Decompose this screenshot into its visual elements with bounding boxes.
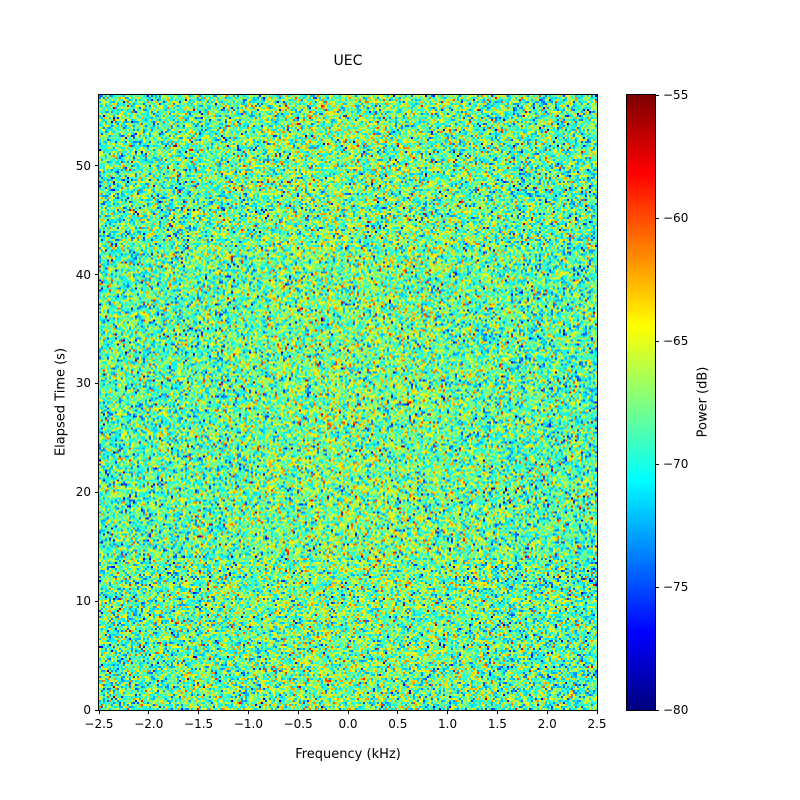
colorbar-tick-mark: [655, 340, 659, 342]
y-tick-label: 40: [75, 267, 91, 282]
spectrogram-heatmap: [99, 95, 597, 710]
y-tick-mark: [95, 491, 99, 493]
colorbar-tick-label: −65: [663, 334, 689, 348]
x-tick-label: −1.5: [184, 717, 214, 731]
colorbar-tick-mark: [655, 586, 659, 588]
x-tick-label: −0.5: [283, 717, 313, 731]
y-axis-label: Elapsed Time (s): [53, 347, 69, 457]
colorbar-tick-label: −80: [663, 703, 689, 717]
x-tick-mark: [496, 710, 498, 714]
colorbar-gradient: [627, 95, 655, 710]
x-tick-mark: [546, 710, 548, 714]
y-tick-mark: [95, 165, 99, 167]
y-tick-label: 50: [75, 158, 91, 173]
colorbar-tick-mark: [655, 463, 659, 465]
x-tick-mark: [347, 710, 349, 714]
x-tick-label: 2.0: [537, 717, 557, 731]
colorbar-tick-label: −55: [663, 88, 689, 102]
y-tick-mark: [95, 600, 99, 602]
y-tick-mark: [95, 709, 99, 711]
x-tick-label: 1.0: [438, 717, 458, 731]
colorbar-tick-mark: [655, 217, 659, 219]
colorbar-label: Power (dB): [695, 366, 711, 438]
colorbar-tick-label: −70: [663, 457, 689, 471]
x-tick-label: 2.5: [587, 717, 607, 731]
x-tick-label: −2.5: [84, 717, 114, 731]
x-axis-label: Frequency (kHz): [295, 747, 401, 762]
x-tick-label: −2.0: [134, 717, 164, 731]
x-tick-mark: [148, 710, 150, 714]
x-tick-label: 1.5: [487, 717, 507, 731]
chart-title: UEC: [333, 53, 363, 69]
x-tick-label: 0.0: [338, 717, 358, 731]
x-tick-mark: [596, 710, 598, 714]
x-tick-label: −1.0: [233, 717, 263, 731]
y-tick-mark: [95, 382, 99, 384]
colorbar-tick-label: −75: [663, 580, 689, 594]
x-tick-mark: [247, 710, 249, 714]
colorbar-tick-mark: [655, 709, 659, 711]
x-tick-mark: [297, 710, 299, 714]
x-tick-mark: [198, 710, 200, 714]
x-tick-mark: [447, 710, 449, 714]
x-tick-label: 0.5: [388, 717, 408, 731]
y-tick-label: 30: [75, 376, 91, 391]
y-tick-mark: [95, 274, 99, 276]
y-tick-label: 20: [75, 485, 91, 500]
x-tick-mark: [98, 710, 100, 714]
y-tick-label: 0: [83, 703, 91, 717]
colorbar-tick-mark: [655, 94, 659, 96]
colorbar-tick-label: −60: [663, 211, 689, 225]
y-tick-label: 10: [75, 594, 91, 609]
x-tick-mark: [397, 710, 399, 714]
